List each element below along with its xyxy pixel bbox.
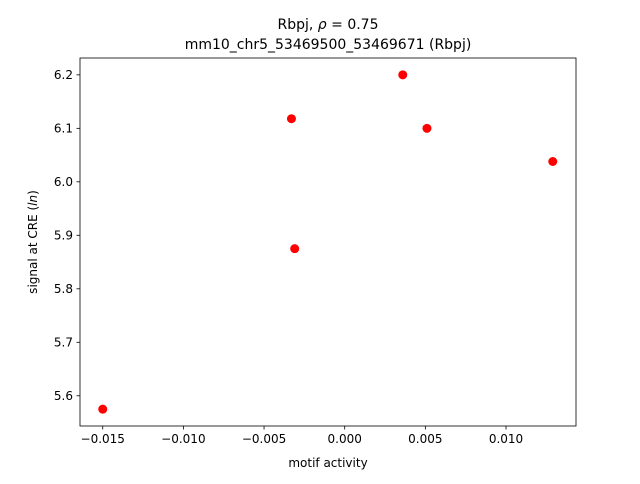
y-axis-label-suffix: ) (26, 190, 40, 195)
y-axis-ticks: 5.6 5.7 5.8 5.9 6.0 6.1 6.2 (54, 68, 80, 403)
y-axis-label-prefix: signal at CRE ( (26, 206, 40, 294)
y-tick-label: 5.9 (54, 229, 73, 243)
title-rho-symbol: ρ (318, 17, 327, 33)
x-axis-label: motif activity (288, 456, 367, 470)
y-tick-label: 6.0 (54, 175, 73, 189)
x-tick-label: 0.000 (328, 432, 362, 446)
y-tick-label: 5.8 (54, 282, 73, 296)
chart-title-line-2: mm10_chr5_53469500_53469671 (Rbpj) (185, 37, 472, 53)
scatter-point (286, 114, 296, 124)
title-rho-suffix: = 0.75 (327, 17, 379, 33)
title-rho-prefix: Rbpj, (278, 17, 318, 33)
scatter-point (98, 404, 108, 414)
scatter-point (290, 244, 300, 254)
y-tick-label: 6.2 (54, 68, 73, 82)
scatter-point (422, 123, 432, 133)
y-tick-label: 5.7 (54, 336, 73, 350)
x-tick-label: −0.010 (161, 432, 205, 446)
y-tick-label: 5.6 (54, 389, 73, 403)
x-axis-ticks: −0.015 −0.010 −0.005 0.000 0.005 0.010 (81, 426, 523, 446)
y-tick-label: 6.1 (54, 122, 73, 136)
scatter-point (398, 70, 408, 80)
x-tick-label: −0.015 (81, 432, 125, 446)
y-axis-label-italic: ln (26, 195, 40, 206)
scatter-point (548, 157, 558, 166)
data-points (98, 70, 558, 414)
x-tick-label: 0.010 (489, 432, 523, 446)
chart-title-line-1: Rbpj, ρ = 0.75 (278, 17, 379, 33)
plot-area (79, 57, 577, 427)
x-tick-label: −0.005 (242, 432, 286, 446)
y-axis-label: signal at CRE (ln) (26, 190, 40, 294)
x-tick-label: 0.005 (408, 432, 442, 446)
